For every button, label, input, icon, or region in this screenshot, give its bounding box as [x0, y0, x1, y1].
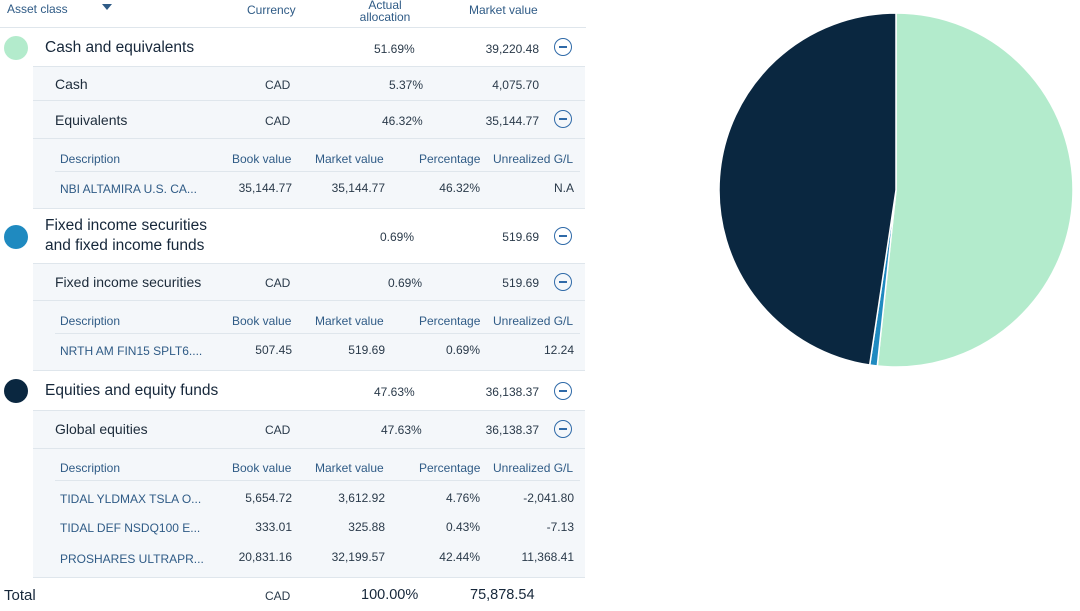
holding-percentage: 4.76%	[445, 491, 480, 505]
subcategory-currency: CAD	[265, 114, 291, 128]
total-label: Total	[4, 587, 36, 604]
category-market-value: 36,138.37	[485, 385, 539, 399]
fixed-income-subsection	[33, 263, 585, 370]
detail-header-unrealized: Unrealized G/L	[493, 461, 574, 475]
subcategory-allocation: 0.69%	[388, 276, 423, 290]
holding-percentage: 0.69%	[445, 343, 480, 357]
holding-description-link[interactable]: NRTH AM FIN15 SPLT6....	[60, 344, 203, 358]
detail-header-book-value: Book value	[232, 314, 292, 328]
detail-header-unrealized: Unrealized G/L	[493, 314, 574, 328]
subcategory-name: Global equities	[55, 421, 148, 437]
holding-description-link[interactable]: TIDAL DEF NSDQ100 E...	[60, 521, 201, 535]
cash-color-dot	[4, 36, 28, 60]
holding-book-value: 507.45	[255, 343, 292, 357]
holding-percentage: 46.32%	[439, 181, 480, 195]
detail-header-book-value: Book value	[232, 461, 292, 475]
category-allocation: 47.63%	[374, 385, 415, 399]
holding-unrealized: 11,368.41	[521, 550, 575, 564]
category-name-equities: Equities and equity funds	[45, 382, 219, 399]
holding-description-link[interactable]: NBI ALTAMIRA U.S. CA...	[60, 182, 197, 196]
currency-header: Currency	[247, 3, 296, 17]
holding-book-value: 5,654.72	[245, 491, 292, 505]
detail-header-description: Description	[60, 314, 121, 328]
holding-percentage: 0.43%	[445, 520, 480, 534]
holding-book-value: 20,831.16	[238, 550, 292, 564]
subcategory-allocation: 46.32%	[382, 114, 423, 128]
subcategory-allocation: 5.37%	[389, 78, 424, 92]
equities-subsection	[33, 410, 585, 577]
total-currency: CAD	[265, 589, 291, 603]
holding-market-value: 325.88	[348, 520, 385, 534]
category-allocation: 51.69%	[374, 42, 415, 56]
detail-header-percentage: Percentage	[419, 152, 481, 166]
holding-market-value: 519.69	[348, 343, 385, 357]
collapse-icon[interactable]	[554, 420, 572, 438]
holding-description-link[interactable]: TIDAL YLDMAX TSLA O...	[60, 492, 202, 506]
subcategory-name: Fixed income securities	[55, 274, 202, 290]
detail-header-description: Description	[60, 152, 121, 166]
total-market-value: 75,878.54	[470, 587, 535, 603]
subcategory-name: Equivalents	[55, 112, 128, 128]
holding-book-value: 35,144.77	[238, 181, 292, 195]
sort-dropdown-icon[interactable]	[102, 4, 112, 10]
pie-slice-2[interactable]	[718, 12, 897, 366]
holding-market-value: 3,612.92	[338, 491, 385, 505]
subcategory-market-value: 35,144.77	[485, 114, 539, 128]
category-name-cash: Cash and equivalents	[45, 39, 195, 56]
holding-unrealized: -2,041.80	[523, 491, 574, 505]
collapse-icon[interactable]	[554, 38, 572, 56]
pie-slice-0[interactable]	[876, 12, 1074, 368]
fixed-income-color-dot	[4, 225, 28, 249]
collapse-icon[interactable]	[554, 227, 572, 245]
category-name-fixed-income: Fixed income securities and fixed income…	[45, 217, 207, 254]
holding-market-value: 35,144.77	[331, 181, 385, 195]
collapse-icon[interactable]	[554, 382, 572, 400]
subcategory-currency: CAD	[265, 78, 291, 92]
subcategory-name: Cash	[55, 76, 88, 92]
equities-color-dot	[4, 379, 28, 403]
detail-header-market-value: Market value	[315, 152, 384, 166]
subcategory-currency: CAD	[265, 423, 291, 437]
market-value-header: Market value	[469, 3, 538, 17]
holding-market-value: 32,199.57	[331, 550, 385, 564]
category-market-value: 39,220.48	[485, 42, 539, 56]
category-market-value: 519.69	[502, 230, 539, 244]
subcategory-market-value: 4,075.70	[492, 78, 539, 92]
collapse-icon[interactable]	[554, 273, 572, 291]
holding-unrealized: 12.24	[543, 343, 574, 357]
cash-subsection	[33, 66, 585, 208]
detail-header-percentage: Percentage	[419, 461, 481, 475]
actual-allocation-header: Actual allocation	[359, 0, 411, 24]
subcategory-market-value: 519.69	[502, 276, 539, 290]
subcategory-market-value: 36,138.37	[485, 423, 539, 437]
category-allocation: 0.69%	[380, 230, 415, 244]
detail-header-unrealized: Unrealized G/L	[493, 152, 574, 166]
total-allocation: 100.00%	[361, 587, 419, 603]
holding-percentage: 42.44%	[439, 550, 480, 564]
holding-book-value: 333.01	[255, 520, 292, 534]
allocation-pie-chart	[718, 12, 1074, 368]
subcategory-currency: CAD	[265, 276, 291, 290]
holding-unrealized: N.A	[553, 181, 574, 195]
holding-unrealized: -7.13	[546, 520, 574, 534]
holding-description-link[interactable]: PROSHARES ULTRAPR...	[60, 552, 204, 566]
subcategory-allocation: 47.63%	[381, 423, 422, 437]
collapse-icon[interactable]	[554, 110, 572, 128]
detail-header-market-value: Market value	[315, 461, 384, 475]
detail-header-market-value: Market value	[315, 314, 384, 328]
asset-class-header: Asset class	[7, 2, 68, 16]
detail-header-percentage: Percentage	[419, 314, 481, 328]
detail-header-book-value: Book value	[232, 152, 292, 166]
detail-header-description: Description	[60, 461, 121, 475]
